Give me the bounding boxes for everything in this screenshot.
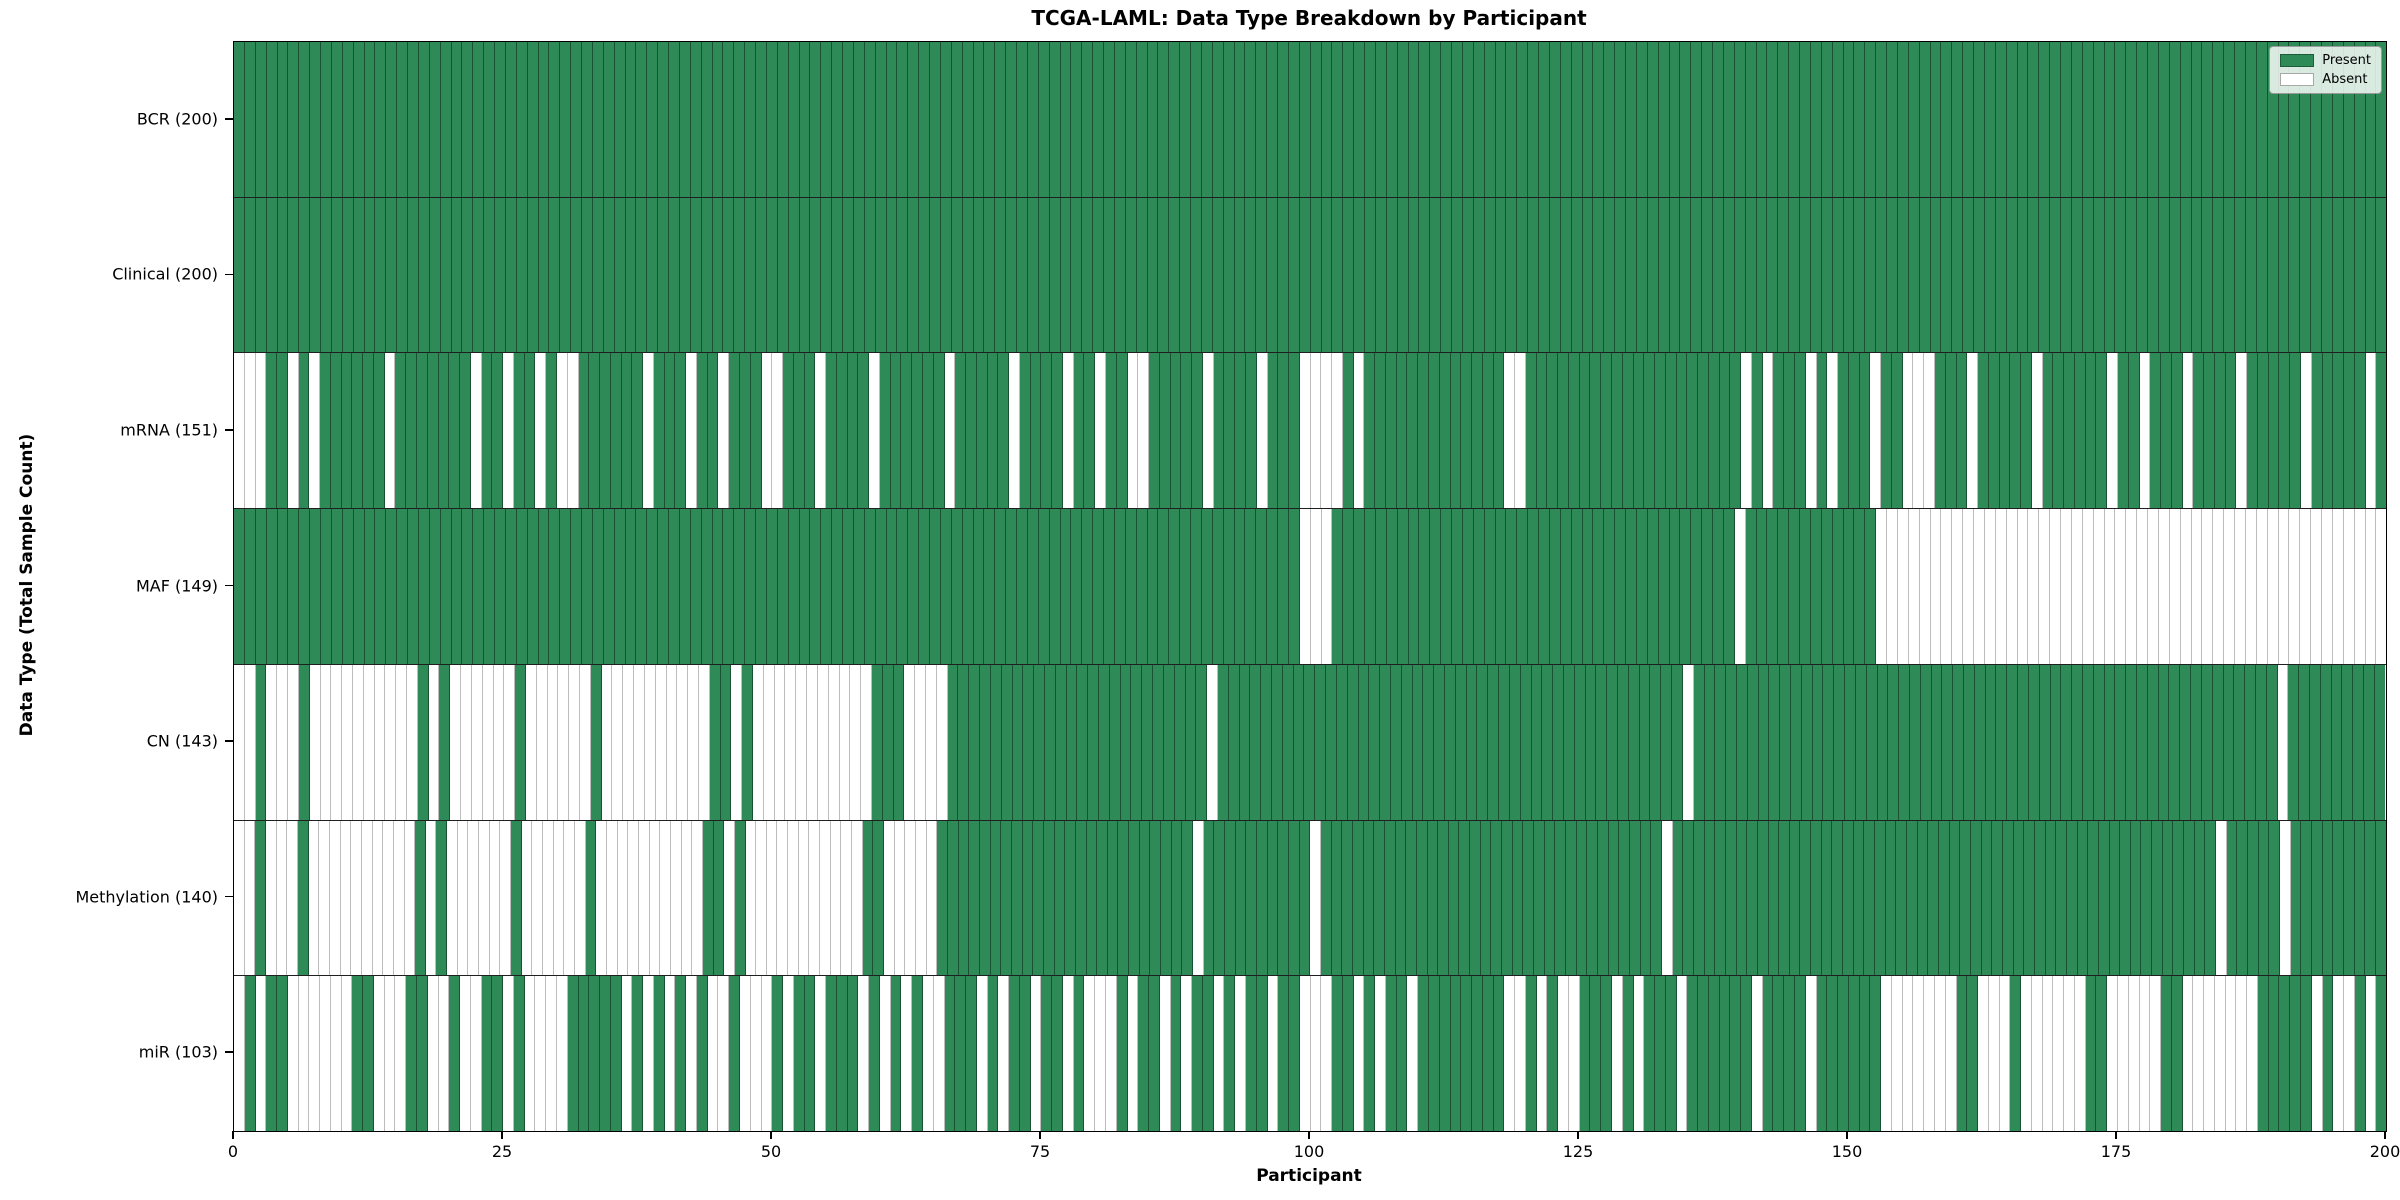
x-axis-label: Participant [1256,1166,1362,1186]
heatmap-row-BCR [234,42,2387,197]
y-tick-label-Methylation: Methylation (140) [75,887,218,907]
y-tick-label-miR: miR (103) [138,1042,218,1062]
y-tick-label-Clinical: Clinical (200) [112,264,218,284]
heatmap-row-mRNA [234,352,2387,509]
x-tick-mark [1308,1131,1310,1139]
y-tick-mark [225,273,233,276]
y-tick-mark [225,740,233,742]
x-tick-mark [1846,1131,1848,1139]
y-tick-mark [225,118,233,120]
heatmap-row-CN [234,663,2386,820]
legend-swatch-absent-icon [2280,73,2315,86]
heatmap-row-Methylation [234,819,2386,976]
x-tick-label-100: 100 [1293,1142,1325,1161]
legend-swatch-present-icon [2280,54,2315,67]
x-tick-mark [501,1131,503,1139]
plot-area: Present Absent [233,41,2387,1132]
heatmap-row-miR [234,975,2387,1132]
x-tick-mark [1039,1131,1041,1139]
y-tick-label-BCR: BCR (200) [136,109,218,129]
x-tick-mark [1577,1131,1579,1139]
y-tick-label-mRNA: mRNA (151) [120,420,218,440]
legend-item-present: Present [2280,54,2371,67]
x-tick-label-75: 75 [1029,1142,1051,1161]
x-tick-label-0: 0 [227,1142,239,1161]
y-tick-mark [225,895,233,898]
x-tick-label-175: 175 [2100,1142,2132,1161]
x-tick-mark [2384,1131,2386,1139]
x-tick-label-150: 150 [1831,1142,1863,1161]
x-tick-label-125: 125 [1562,1142,1594,1161]
y-tick-label-MAF: MAF (149) [135,576,218,595]
legend-label-absent: Absent [2322,72,2368,87]
x-tick-mark [770,1131,772,1139]
legend-label-present: Present [2322,53,2371,68]
x-tick-mark [2115,1131,2117,1139]
x-tick-label-50: 50 [760,1142,782,1161]
y-tick-mark [225,1051,233,1053]
y-tick-mark [225,429,233,431]
y-tick-label-CN: CN (143) [146,731,218,751]
legend: Present Absent [2269,46,2382,94]
chart-title: TCGA-LAML: Data Type Breakdown by Partic… [1031,6,1587,30]
heatmap-row-MAF [234,508,2387,664]
x-tick-label-25: 25 [491,1142,513,1161]
x-tick-mark [232,1131,234,1139]
heatmap-row-Clinical [234,196,2387,353]
heatmap-grid [234,42,2387,1132]
y-tick-mark [225,584,233,587]
legend-item-absent: Absent [2280,73,2371,86]
x-tick-label-200: 200 [2369,1142,2400,1161]
